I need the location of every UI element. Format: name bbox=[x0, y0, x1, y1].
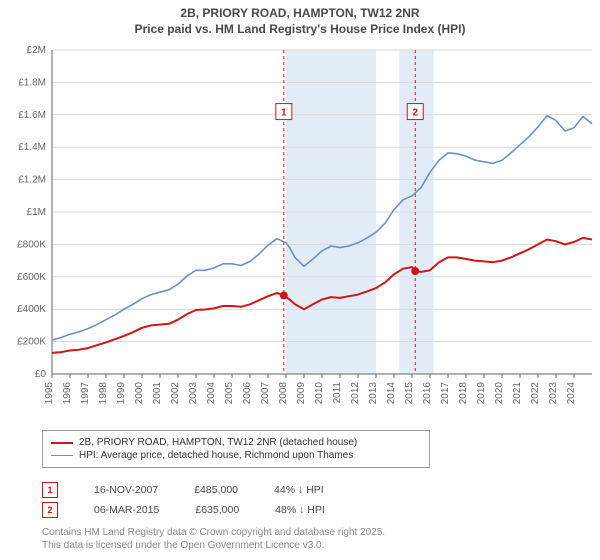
svg-text:1995: 1995 bbox=[44, 382, 55, 405]
sale-date: 06-MAR-2015 bbox=[94, 504, 159, 516]
svg-text:1997: 1997 bbox=[80, 382, 91, 405]
svg-text:2012: 2012 bbox=[350, 382, 361, 405]
legend-label: 2B, PRIORY ROAD, HAMPTON, TW12 2NR (deta… bbox=[79, 437, 357, 448]
svg-text:2015: 2015 bbox=[404, 382, 415, 405]
svg-text:2005: 2005 bbox=[224, 382, 235, 405]
title-line1: 2B, PRIORY ROAD, HAMPTON, TW12 2NR bbox=[0, 6, 600, 22]
svg-text:£200K: £200K bbox=[17, 337, 46, 348]
svg-text:2006: 2006 bbox=[242, 382, 253, 405]
svg-text:2018: 2018 bbox=[458, 382, 469, 405]
svg-text:£1.4M: £1.4M bbox=[18, 142, 46, 153]
svg-text:£0: £0 bbox=[35, 369, 47, 380]
sale-price: £635,000 bbox=[195, 504, 239, 516]
credit-line: This data is licensed under the Open Gov… bbox=[42, 539, 385, 552]
svg-text:2003: 2003 bbox=[188, 382, 199, 405]
svg-text:2019: 2019 bbox=[476, 382, 487, 405]
svg-text:2007: 2007 bbox=[260, 382, 271, 405]
svg-text:2001: 2001 bbox=[152, 382, 163, 405]
sale-delta: 48% ↓ HPI bbox=[275, 504, 325, 516]
marker-badge: 2 bbox=[42, 502, 58, 518]
svg-text:2016: 2016 bbox=[422, 382, 433, 405]
svg-text:1: 1 bbox=[281, 108, 287, 119]
svg-text:2010: 2010 bbox=[314, 382, 325, 405]
svg-text:1998: 1998 bbox=[98, 382, 109, 405]
svg-text:£2M: £2M bbox=[27, 45, 46, 56]
sale-price: £485,000 bbox=[194, 484, 238, 496]
credit-line: Contains HM Land Registry data © Crown c… bbox=[42, 526, 385, 539]
sales-row: 2 06-MAR-2015 £635,000 48% ↓ HPI bbox=[42, 502, 325, 518]
marker-badge: 1 bbox=[42, 482, 58, 498]
svg-text:£1.2M: £1.2M bbox=[18, 175, 46, 186]
svg-text:1999: 1999 bbox=[116, 382, 127, 405]
svg-text:2017: 2017 bbox=[440, 382, 451, 405]
svg-text:£1.6M: £1.6M bbox=[18, 110, 46, 121]
sales-row: 1 16-NOV-2007 £485,000 44% ↓ HPI bbox=[42, 482, 325, 498]
legend-label: HPI: Average price, detached house, Rich… bbox=[79, 450, 353, 461]
title-line2: Price paid vs. HM Land Registry's House … bbox=[0, 22, 600, 38]
sales-table: 1 16-NOV-2007 £485,000 44% ↓ HPI 2 06-MA… bbox=[42, 478, 325, 522]
credit-text: Contains HM Land Registry data © Crown c… bbox=[42, 526, 385, 552]
svg-text:2004: 2004 bbox=[206, 382, 217, 405]
sale-date: 16-NOV-2007 bbox=[94, 484, 158, 496]
svg-text:£400K: £400K bbox=[17, 304, 46, 315]
svg-text:2022: 2022 bbox=[530, 382, 541, 405]
svg-text:£1.8M: £1.8M bbox=[18, 77, 46, 88]
chart: £0 £200K £400K £600K £800K £1M £1.2M £1.4M £1.6M… bbox=[0, 44, 600, 424]
svg-text:2009: 2009 bbox=[296, 382, 307, 405]
svg-text:£800K: £800K bbox=[17, 239, 46, 250]
legend-item: 2B, PRIORY ROAD, HAMPTON, TW12 2NR (deta… bbox=[51, 437, 421, 448]
svg-text:2002: 2002 bbox=[170, 382, 181, 405]
svg-text:2000: 2000 bbox=[134, 382, 145, 405]
svg-text:2014: 2014 bbox=[386, 382, 397, 405]
sale-delta: 44% ↓ HPI bbox=[274, 484, 324, 496]
svg-text:£1M: £1M bbox=[27, 207, 46, 218]
svg-text:2021: 2021 bbox=[512, 382, 523, 405]
legend: 2B, PRIORY ROAD, HAMPTON, TW12 2NR (deta… bbox=[42, 430, 430, 468]
svg-text:2023: 2023 bbox=[548, 382, 559, 405]
svg-text:2008: 2008 bbox=[278, 382, 289, 405]
legend-item: HPI: Average price, detached house, Rich… bbox=[51, 450, 421, 461]
svg-text:1996: 1996 bbox=[62, 382, 73, 405]
svg-text:2011: 2011 bbox=[332, 382, 343, 404]
svg-text:2013: 2013 bbox=[368, 382, 379, 405]
svg-text:2024: 2024 bbox=[566, 382, 577, 405]
legend-swatch bbox=[51, 442, 73, 444]
svg-text:2020: 2020 bbox=[494, 382, 505, 405]
chart-title-block: 2B, PRIORY ROAD, HAMPTON, TW12 2NR Price… bbox=[0, 0, 600, 39]
svg-text:£600K: £600K bbox=[17, 272, 46, 283]
legend-swatch bbox=[51, 455, 73, 457]
svg-text:2: 2 bbox=[412, 108, 418, 119]
